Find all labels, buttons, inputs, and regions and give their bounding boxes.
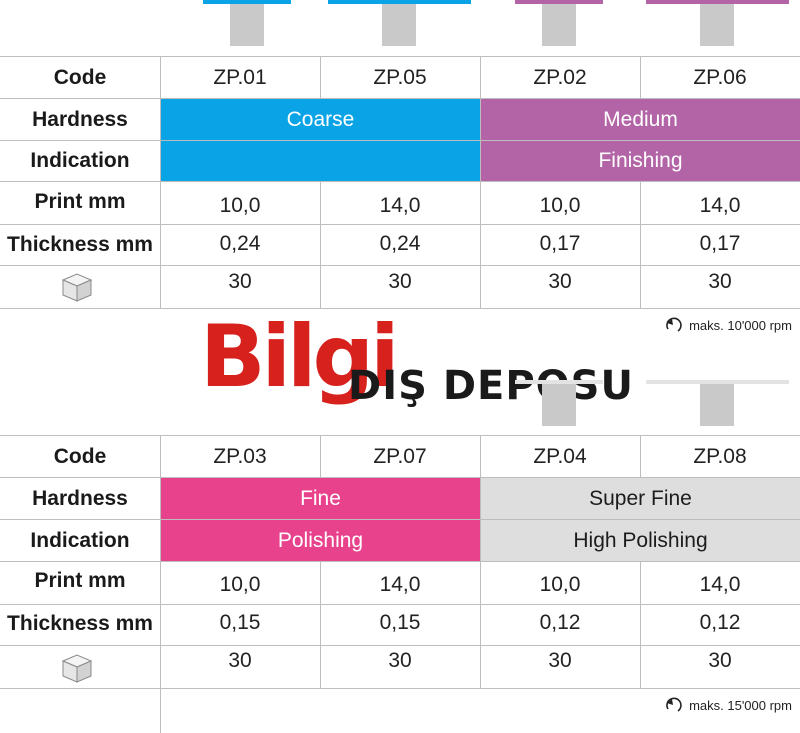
product-image-zp05: [328, 0, 471, 46]
thickness-label: Thickness mm: [7, 612, 153, 635]
thickness-label: Thickness mm: [7, 233, 153, 256]
bilgi-dis-deposu-logo: Bilgi DIŞ DEPOSU: [200, 305, 633, 425]
product-image-zp08: [646, 380, 789, 426]
package-cell: 30: [388, 649, 412, 672]
hardness-band-super-fine: Super Fine: [481, 478, 800, 519]
logo-brand: Bilgi: [200, 307, 400, 407]
thickness-cell: 0,24: [219, 232, 261, 255]
rpm-note: maks. 10'000 rpm: [663, 314, 792, 336]
print-label: Print mm: [34, 569, 126, 592]
indication-band-polishing: Polishing: [161, 520, 480, 561]
code-cell: ZP.02: [533, 65, 587, 89]
print-cell: 14,0: [379, 573, 421, 596]
hardness-label: Hardness: [32, 486, 128, 510]
print-cell: 10,0: [219, 573, 261, 596]
package-cell: 30: [708, 270, 732, 293]
code-cell: ZP.06: [693, 65, 747, 89]
print-cell: 14,0: [699, 194, 741, 217]
logo-subtitle: DIŞ DEPOSU: [348, 363, 634, 409]
indication-band-coarse: [161, 141, 480, 181]
indication-label: Indication: [30, 149, 130, 172]
package-box-icon: [61, 273, 93, 302]
package-cell: 30: [228, 649, 252, 672]
indication-label: Indication: [30, 528, 130, 552]
code-cell: ZP.05: [373, 65, 427, 89]
package-cell: 30: [388, 270, 412, 293]
thickness-cell: 0,15: [219, 611, 261, 634]
product-image-zp01: [203, 0, 291, 46]
thickness-cell: 0,17: [539, 232, 581, 255]
code-cell: ZP.07: [373, 444, 427, 468]
package-cell: 30: [708, 649, 732, 672]
print-cell: 10,0: [219, 194, 261, 217]
code-label: Code: [53, 444, 107, 468]
rpm-note: maks. 15'000 rpm: [663, 694, 792, 716]
rpm-text: maks. 15'000 rpm: [689, 697, 792, 713]
product-image-zp06: [646, 0, 789, 46]
thickness-cell: 0,15: [379, 611, 421, 634]
package-cell: 30: [548, 270, 572, 293]
code-cell: ZP.08: [693, 444, 747, 468]
thickness-cell: 0,12: [539, 611, 581, 634]
hardness-label: Hardness: [32, 107, 128, 131]
rpm-text: maks. 10'000 rpm: [689, 317, 792, 333]
code-cell: ZP.01: [213, 65, 267, 89]
product-image-zp02: [515, 0, 603, 46]
package-cell: 30: [548, 649, 572, 672]
print-cell: 10,0: [539, 194, 581, 217]
indication-band-high-polishing: High Polishing: [481, 520, 800, 561]
thickness-cell: 0,17: [699, 232, 741, 255]
rotation-arrow-icon: [666, 317, 682, 332]
thickness-cell: 0,12: [699, 611, 741, 634]
print-cell: 14,0: [379, 194, 421, 217]
thickness-cell: 0,24: [379, 232, 421, 255]
product-image-zp04: [515, 380, 603, 426]
hardness-band-fine: Fine: [161, 478, 480, 519]
code-label: Code: [53, 65, 107, 89]
package-cell: 30: [228, 270, 252, 293]
print-cell: 10,0: [539, 573, 581, 596]
code-cell: ZP.04: [533, 444, 587, 468]
package-box-icon: [61, 654, 93, 683]
indication-band-finishing: Finishing: [481, 141, 800, 181]
print-label: Print mm: [34, 190, 126, 213]
hardness-band-medium: Medium: [481, 99, 800, 140]
rotation-arrow-icon: [666, 697, 682, 712]
print-cell: 14,0: [699, 573, 741, 596]
code-cell: ZP.03: [213, 444, 267, 468]
hardness-band-coarse: Coarse: [161, 99, 480, 140]
